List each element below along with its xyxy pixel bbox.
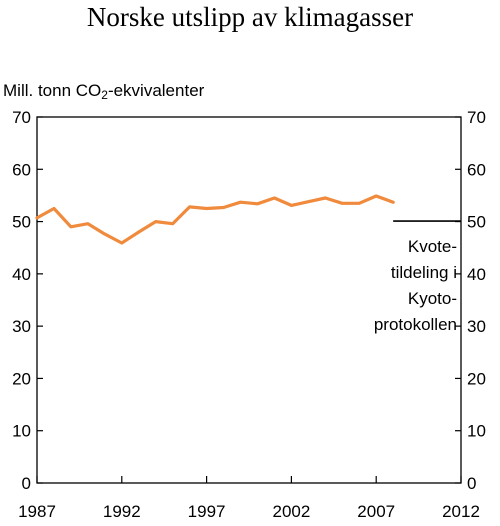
y-tick-label-left: 50 <box>12 213 31 232</box>
kyoto-quota-label-line: Kyoto- <box>408 289 457 308</box>
kyoto-quota-label-line: tildeling i <box>391 263 457 282</box>
x-axis-ticks: 1987 1992 1997 2002 2007 2012 <box>18 476 480 521</box>
x-tick-label: 1997 <box>188 502 226 521</box>
y-tick-label-right: 20 <box>467 369 486 388</box>
y-axis-label-subscript: 2 <box>101 88 108 102</box>
y-tick-label-left: 40 <box>12 265 31 284</box>
y-tick-label-left: 20 <box>12 369 31 388</box>
y-tick-label-right: 10 <box>467 422 486 441</box>
reference-layer: Kvote-tildeling i Kyoto-protokollen <box>374 220 461 334</box>
y-axis-ticks: 0 0 10 10 20 20 30 30 40 40 50 50 60 60 70 70 <box>12 108 486 493</box>
y-tick-label-left: 10 <box>12 422 31 441</box>
x-tick-label: 2007 <box>357 502 395 521</box>
y-axis-label-prefix: Mill. tonn CO <box>3 81 102 100</box>
chart-title: Norske utslipp av klimagasser <box>86 2 414 32</box>
kyoto-quota-label-line: protokollen <box>374 315 457 334</box>
y-tick-label-right: 60 <box>467 160 486 179</box>
kyoto-quota-label-line: Kvote- <box>408 237 457 256</box>
y-tick-label-left: 0 <box>22 474 31 493</box>
x-tick-label: 1992 <box>103 502 141 521</box>
y-tick-label-right: 40 <box>467 265 486 284</box>
y-axis-label: Mill. tonn CO2-ekvivalenter <box>3 81 204 102</box>
y-tick-label-left: 30 <box>12 317 31 336</box>
plot-frame <box>36 116 462 484</box>
y-tick-label-right: 50 <box>467 213 486 232</box>
y-tick-label-left: 70 <box>12 108 31 127</box>
series-layer <box>35 194 395 245</box>
y-tick-label-left: 60 <box>12 160 31 179</box>
y-tick-label-right: 70 <box>467 108 486 127</box>
emissions-series-line <box>35 194 395 245</box>
x-tick-label: 2012 <box>442 502 480 521</box>
y-tick-label-right: 0 <box>467 474 476 493</box>
x-tick-label: 1987 <box>18 502 56 521</box>
y-axis-label-suffix: -ekvivalenter <box>107 81 205 100</box>
y-tick-label-right: 30 <box>467 317 486 336</box>
x-tick-label: 2002 <box>272 502 310 521</box>
